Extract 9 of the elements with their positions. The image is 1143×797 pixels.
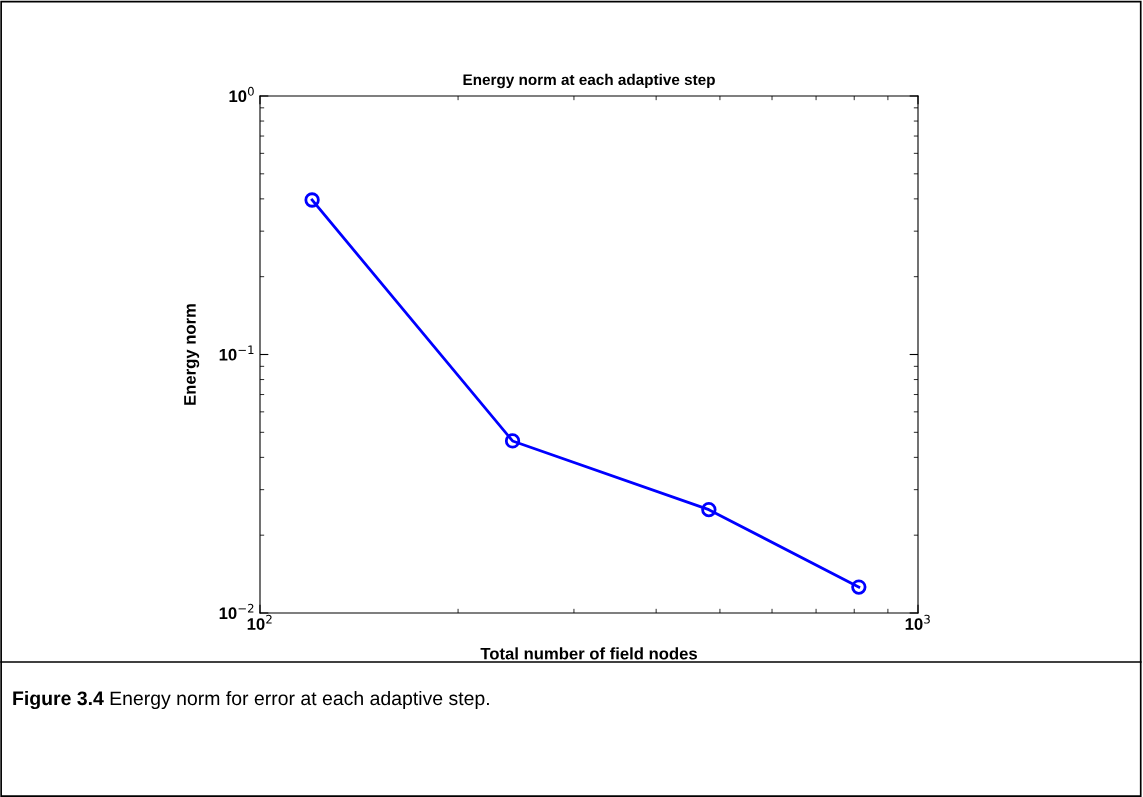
x-tick-label: 10$^{2}$ [247,614,272,630]
x-axis-title: Total number of field nodes [480,647,697,660]
y-tick-label: 10$^{0}$ [229,86,254,103]
x-tick-label: 10$^{3}$ [905,614,930,630]
y-axis-title: Energy norm [184,304,200,405]
text: Energy norm for error at each adaptive step. [110,690,489,710]
caption: Figure 3.4 [13,690,104,710]
chart-title: Energy norm at each adaptive step [463,73,715,89]
y-tick-label: 10$^{−1}$ [219,345,254,361]
